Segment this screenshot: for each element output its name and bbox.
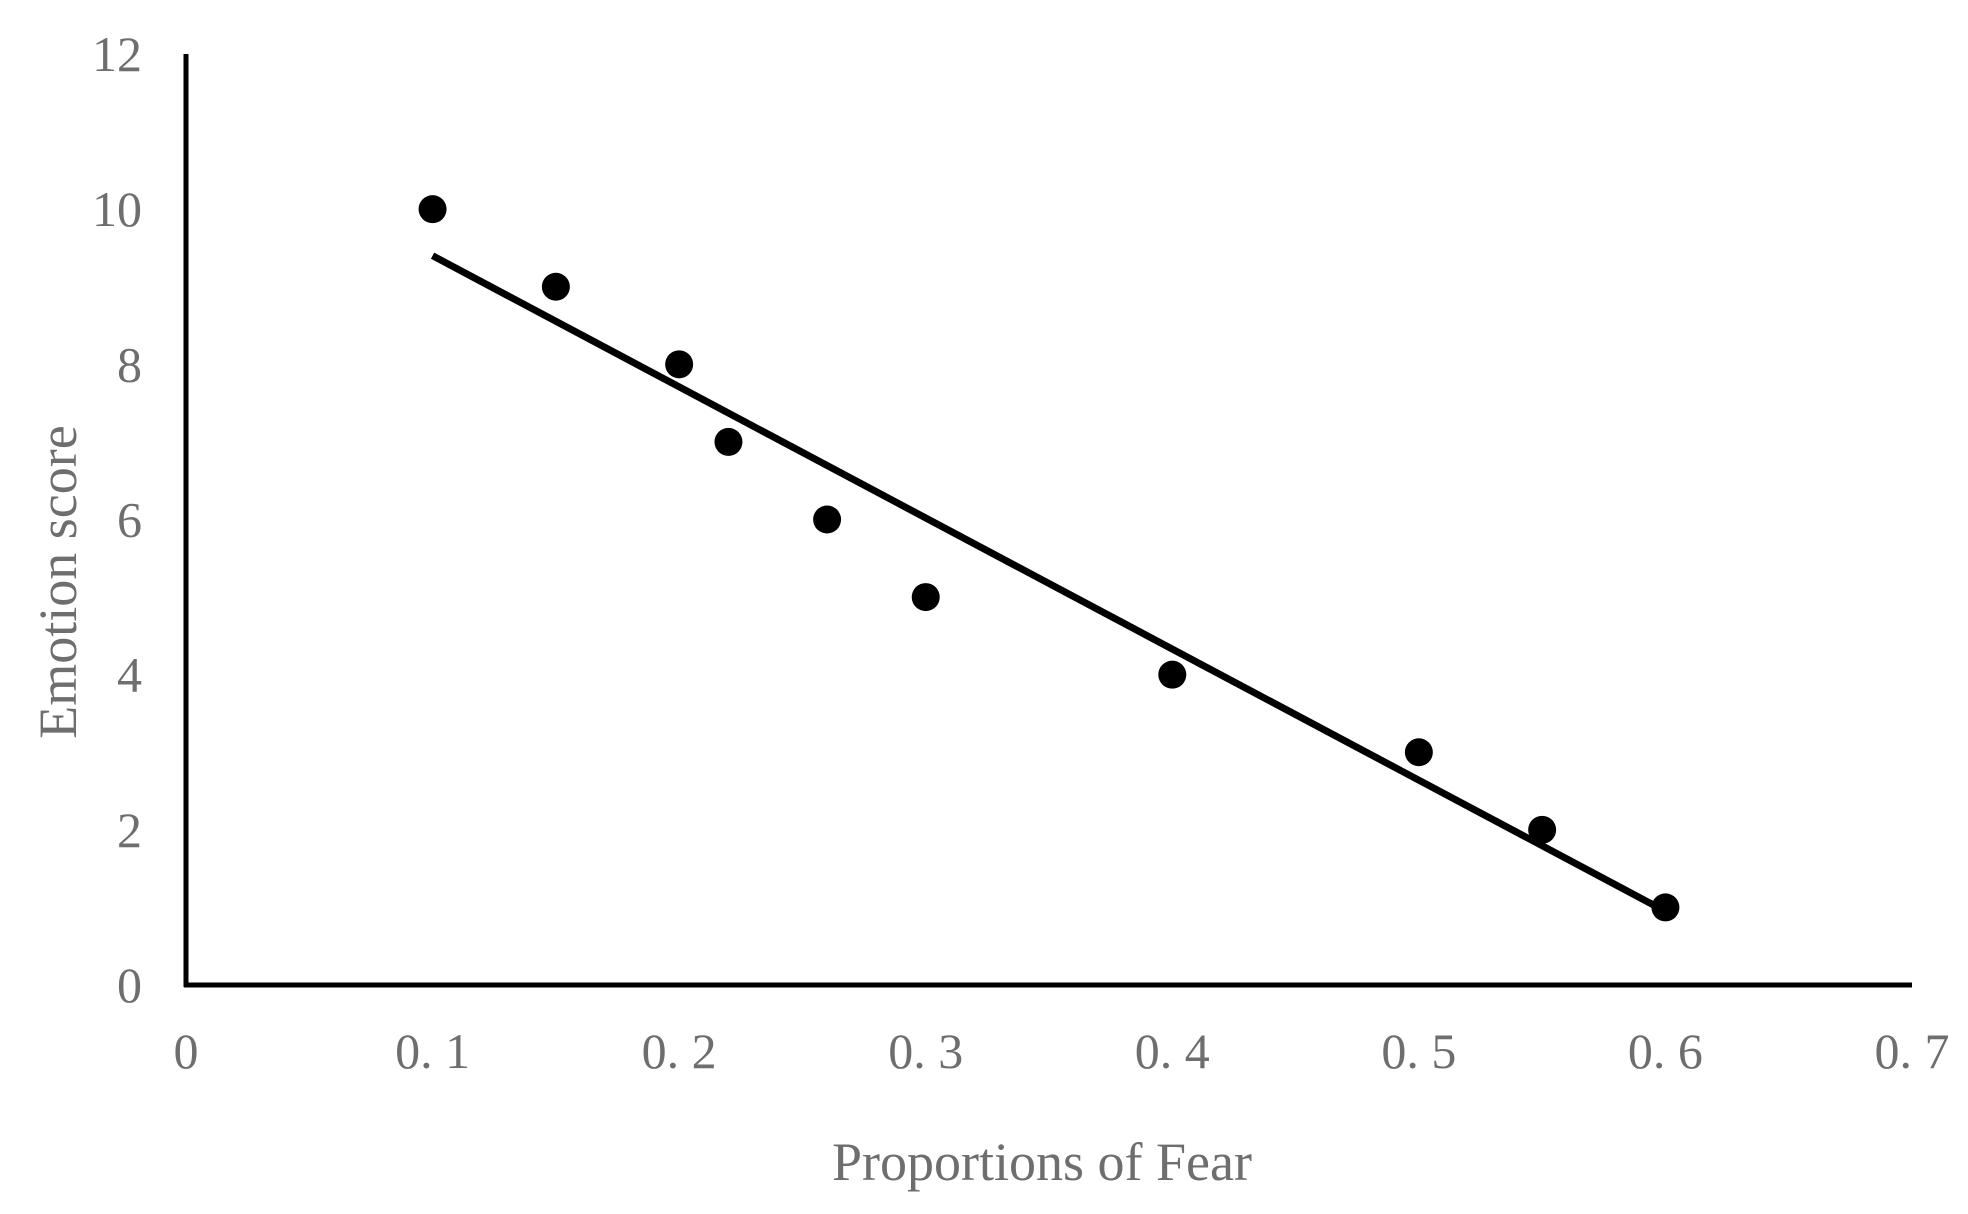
data-point (418, 195, 447, 224)
x-tick-label: 0. 1 (395, 1023, 470, 1079)
x-tick-labels: 0 0. 1 0. 2 0. 3 0. 4 0. 5 0. 6 0. 7 (174, 1023, 1950, 1079)
x-tick-label: 0. 4 (1135, 1023, 1210, 1079)
data-point (714, 427, 743, 456)
data-point (1158, 660, 1187, 689)
x-tick-label: 0 (174, 1023, 199, 1079)
data-point (665, 350, 694, 379)
data-point (911, 583, 940, 612)
data-point (1528, 815, 1557, 844)
x-tick-label: 0. 3 (888, 1023, 963, 1079)
data-point (541, 272, 570, 301)
y-axis-title: Emotion score (28, 425, 88, 738)
data-point (813, 505, 842, 534)
y-tick-label: 12 (92, 26, 142, 82)
data-point (1651, 893, 1680, 922)
data-point (1404, 738, 1433, 767)
y-tick-label: 2 (117, 802, 142, 858)
y-tick-label: 0 (117, 957, 142, 1013)
x-tick-label: 0. 5 (1381, 1023, 1456, 1079)
y-tick-label: 10 (92, 181, 142, 237)
trend-line (430, 252, 1668, 915)
x-tick-label: 0. 7 (1875, 1023, 1950, 1079)
y-tick-label: 6 (117, 492, 142, 548)
x-tick-label: 0. 6 (1628, 1023, 1703, 1079)
y-tick-labels: 0 2 4 6 8 10 12 (92, 26, 142, 1013)
data-points (418, 195, 1680, 922)
x-axis-title: Proportions of Fear (832, 1132, 1252, 1192)
y-tick-label: 8 (117, 336, 142, 392)
y-tick-label: 4 (117, 647, 142, 703)
x-tick-label: 0. 2 (642, 1023, 717, 1079)
